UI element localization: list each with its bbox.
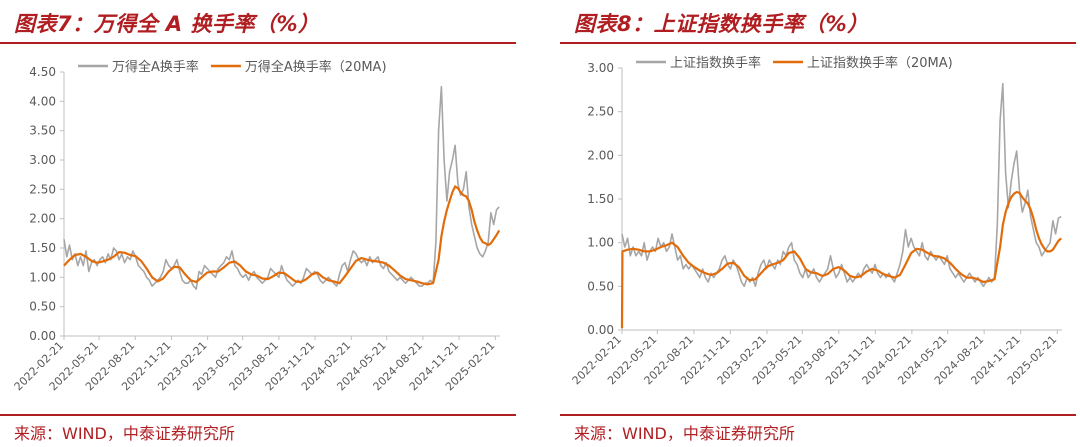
raw-turnover-series-line [63, 85, 500, 290]
chart-title: 图表8：上证指数换手率（%） [574, 12, 869, 36]
y-tick-label: 2.50 [587, 105, 614, 119]
source-divider [560, 414, 1076, 416]
chart-panel-wind-all-a: 图表7：万得全 A 换手率（%） 4.50 4.00 3.50 3.00 2.50 2.0… [0, 0, 520, 447]
source-note: 来源：WIND，中泰证券研究所 [14, 424, 235, 443]
source-divider [0, 414, 516, 416]
y-tick-label: 2.00 [29, 212, 56, 226]
chart-title: 图表7：万得全 A 换手率（%） [14, 12, 320, 36]
title-divider [0, 42, 516, 44]
y-tick-label: 1.00 [29, 270, 56, 284]
source-note: 来源：WIND，中泰证券研究所 [574, 424, 795, 443]
legend-label: 上证指数换手率（20MA) [807, 55, 953, 71]
legend-label: 万得全A换手率 [112, 59, 199, 75]
y-tick-label: 3.00 [587, 61, 614, 75]
turnover-line-chart: 3.002.502.001.501.000.500.002022-02-2120… [570, 55, 1062, 387]
y-tick-label: 1.50 [587, 192, 614, 206]
y-tick-label: 1.50 [29, 241, 56, 255]
y-tick-label: 0.50 [587, 279, 614, 293]
title-divider [560, 42, 1076, 44]
ma20-turnover-series-line [63, 185, 501, 286]
chart-panel-shanghai-composite: 图表8：上证指数换手率（%） 3.00 2.50 2.00 1.50 1.00 0.50 0… [560, 0, 1080, 447]
turnover-line-chart: 4.50 4.00 3.50 3.00 2.50 2.00 1.50 1.00 0.50 0.00… [12, 59, 501, 393]
raw-turnover-series-line [621, 82, 1062, 288]
legend-label: 万得全A换手率（20MA) [245, 59, 387, 75]
legend-label: 上证指数换手率 [670, 55, 761, 71]
y-tick-label: 2.00 [587, 148, 614, 162]
y-tick-label: 4.50 [29, 65, 56, 79]
y-tick-label: 1.00 [587, 236, 614, 250]
y-tick-label: 0.50 [29, 300, 56, 314]
ma20-turnover-series-line [620, 190, 1062, 329]
y-tick-label: 3.50 [29, 124, 56, 138]
y-tick-label: 4.00 [29, 94, 56, 108]
y-tick-label: 0.00 [587, 323, 614, 337]
y-tick-label: 0.00 [29, 329, 56, 343]
y-tick-label: 2.50 [29, 182, 56, 196]
y-tick-label: 3.00 [29, 153, 56, 167]
